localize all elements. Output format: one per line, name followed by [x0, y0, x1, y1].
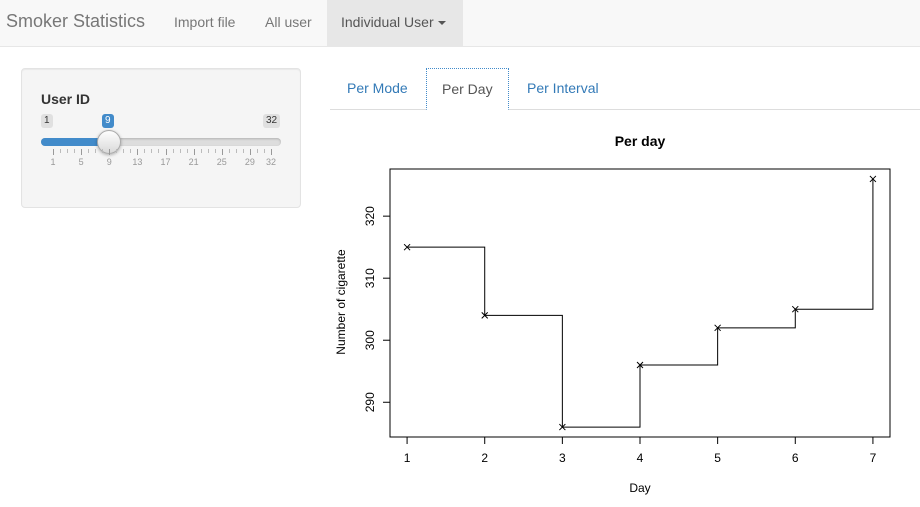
user-id-slider-fill — [41, 138, 109, 146]
per-day-chart: Per day Day Number of cigarette 1 2 3 4 5 6 7 2… — [334, 133, 891, 495]
slider-tick — [200, 149, 202, 153]
slider-tick — [249, 149, 251, 155]
user-id-label: User ID — [41, 91, 91, 107]
slider-tick — [207, 149, 209, 153]
data-point-marker — [869, 175, 877, 183]
slider-tick — [67, 149, 69, 153]
slider-tick-label: 17 — [160, 157, 171, 167]
tab-per-mode[interactable]: Per Mode — [347, 80, 408, 96]
slider-tick-label: 13 — [132, 157, 143, 167]
slider-tick — [235, 149, 237, 153]
slider-tick — [151, 149, 153, 153]
slider-tick — [179, 149, 181, 153]
x-tick-label: 7 — [870, 451, 877, 465]
slider-tick — [193, 149, 195, 155]
slider-tick — [165, 149, 167, 155]
slider-tick — [256, 149, 258, 153]
sidebar-panel: User ID 1 9 32 1 5 9 13 17 21 25 29 32 — [21, 68, 301, 208]
slider-tick-label: 5 — [78, 157, 84, 167]
x-tick-label: 3 — [559, 451, 566, 465]
caret-down-icon — [437, 21, 446, 26]
data-point-marker — [403, 243, 411, 251]
nav-all-user[interactable]: All user — [265, 14, 312, 30]
slider-tick — [221, 149, 223, 155]
slider-tick — [123, 149, 125, 153]
nav-import-file[interactable]: Import file — [174, 14, 236, 30]
slider-tick-label: 1 — [50, 157, 56, 167]
slider-tick — [102, 149, 104, 153]
data-point-marker — [714, 324, 721, 332]
x-tick-label: 6 — [792, 451, 799, 465]
y-tick-label: 290 — [363, 392, 377, 412]
data-point-marker — [481, 312, 489, 319]
slider-tick — [53, 149, 54, 155]
slider-tick — [137, 149, 139, 155]
user-id-slider-track[interactable] — [41, 138, 281, 146]
tab-bar: Per Mode Per Day Per Interval — [330, 68, 920, 110]
x-tick-label: 2 — [481, 451, 488, 465]
x-tick-label: 5 — [714, 451, 721, 465]
slider-tick-label: 32 — [265, 157, 277, 167]
slider-tick — [228, 149, 230, 153]
tab-per-day[interactable]: Per Day — [426, 68, 509, 110]
slider-tick — [242, 149, 244, 153]
navbar: Smoker Statistics Import file All user I… — [0, 0, 920, 47]
slider-tick — [144, 149, 146, 153]
data-point-marker — [636, 361, 644, 369]
chart-marks: 1 2 3 4 5 6 7 290 300 310 320 — [363, 175, 877, 465]
x-tick-label: 1 — [404, 451, 411, 465]
slider-tick-label: 25 — [216, 157, 227, 167]
slider-tick — [172, 149, 174, 153]
slider-tick-label: 9 — [106, 157, 112, 167]
data-point-marker — [791, 305, 799, 313]
nav-individual-user-label: Individual User — [341, 14, 434, 30]
slider-tick — [60, 149, 62, 153]
slider-tick — [81, 149, 83, 155]
x-axis-label: Day — [629, 481, 650, 495]
y-tick-label: 310 — [363, 268, 377, 288]
slider-tick — [109, 149, 111, 155]
slider-tick — [186, 149, 188, 153]
slider-tick — [271, 149, 272, 155]
slider-tick — [158, 149, 160, 153]
slider-tick — [88, 149, 90, 153]
slider-tick-label: 21 — [188, 157, 199, 167]
app-brand[interactable]: Smoker Statistics — [6, 11, 146, 31]
slider-tick — [263, 149, 265, 153]
slider-max-badge: 32 — [263, 114, 281, 128]
slider-tick — [116, 149, 118, 153]
y-tick-label: 320 — [363, 206, 377, 226]
slider-tick — [130, 149, 132, 153]
x-tick-label: 4 — [637, 451, 644, 465]
nav-individual-user-dropdown[interactable]: Individual User — [327, 0, 463, 46]
slider-tick — [214, 149, 216, 153]
chart-title: Per day — [615, 133, 666, 149]
series-step-line — [407, 178, 874, 428]
slider-tick-label: 29 — [244, 157, 255, 167]
tab-per-interval[interactable]: Per Interval — [527, 80, 599, 96]
slider-value-badge: 9 — [102, 114, 114, 128]
y-axis-label: Number of cigarette — [334, 249, 348, 355]
slider-tick — [95, 149, 97, 153]
slider-min-badge: 1 — [41, 114, 53, 128]
y-tick-label: 300 — [363, 330, 377, 350]
slider-tick — [74, 149, 76, 153]
data-point-marker — [559, 423, 566, 431]
